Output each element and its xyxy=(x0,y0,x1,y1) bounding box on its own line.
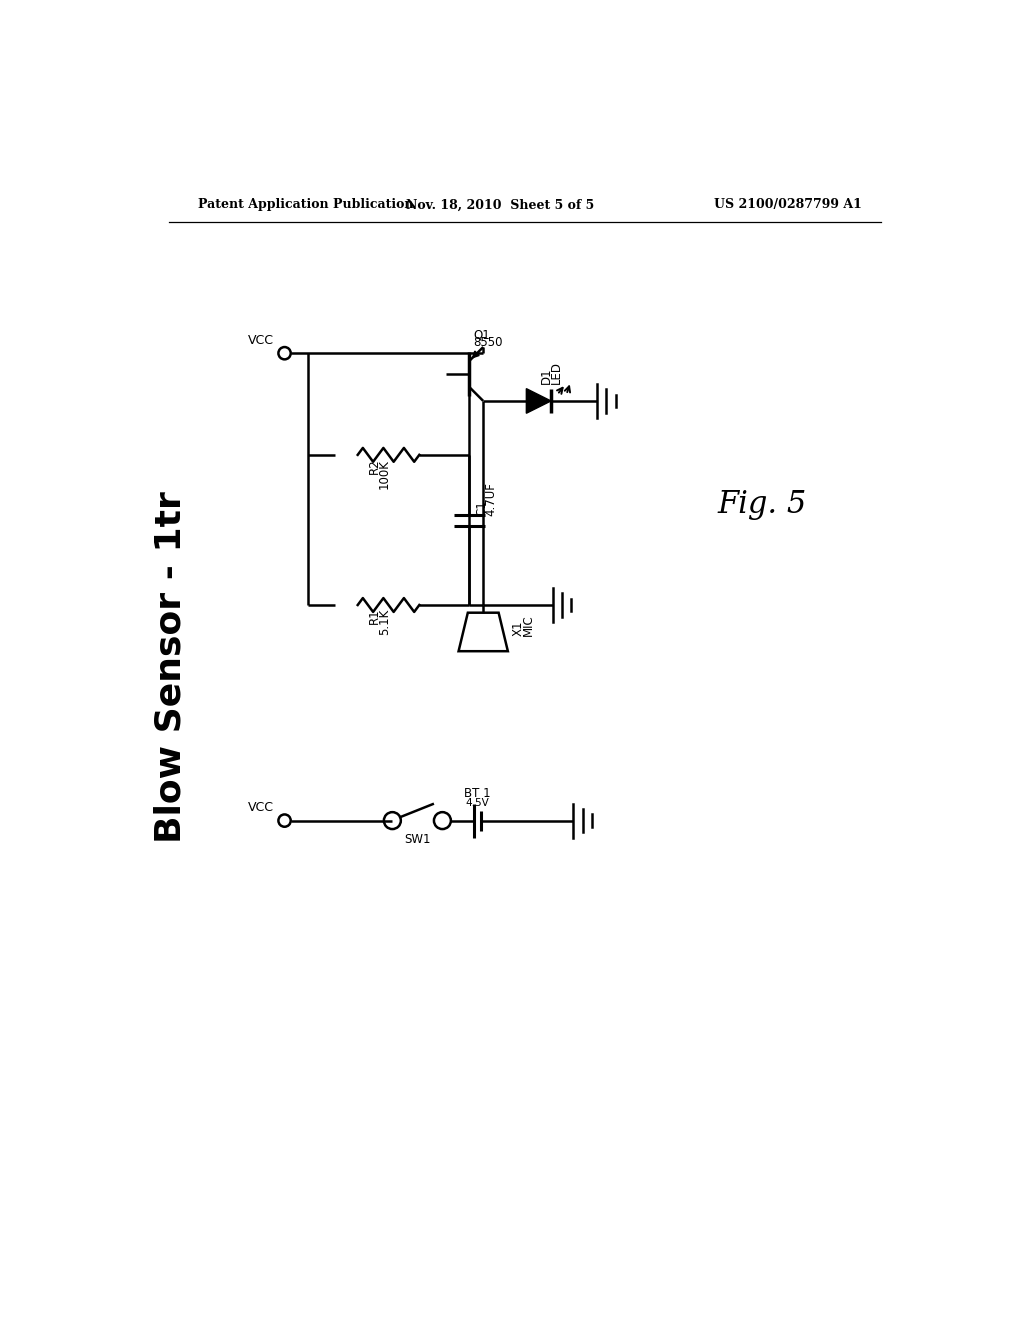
Polygon shape xyxy=(472,351,479,358)
Text: Patent Application Publication: Patent Application Publication xyxy=(199,198,414,211)
Text: VCC: VCC xyxy=(248,334,273,347)
Text: Q1: Q1 xyxy=(473,329,489,342)
Text: 4.7UF: 4.7UF xyxy=(484,483,498,516)
Text: C1: C1 xyxy=(475,500,488,516)
Text: R1: R1 xyxy=(369,609,381,624)
Text: R2: R2 xyxy=(369,459,381,474)
Text: LED: LED xyxy=(550,360,562,384)
Text: 100K: 100K xyxy=(378,459,391,488)
Text: 5.1K: 5.1K xyxy=(378,609,391,635)
Text: 8550: 8550 xyxy=(473,337,503,350)
Text: MIC: MIC xyxy=(521,614,535,636)
Text: VCC: VCC xyxy=(248,801,273,814)
Text: BT 1: BT 1 xyxy=(464,787,490,800)
Text: Blow Sensor - 1tr: Blow Sensor - 1tr xyxy=(154,491,187,842)
Text: D1: D1 xyxy=(541,367,553,384)
Text: X1: X1 xyxy=(512,620,524,636)
Text: SW1: SW1 xyxy=(404,833,431,846)
Text: US 2100/0287799 A1: US 2100/0287799 A1 xyxy=(714,198,862,211)
Text: Fig. 5: Fig. 5 xyxy=(718,490,807,520)
Polygon shape xyxy=(526,388,551,413)
Text: 4.5V: 4.5V xyxy=(466,799,489,808)
Text: Nov. 18, 2010  Sheet 5 of 5: Nov. 18, 2010 Sheet 5 of 5 xyxy=(407,198,594,211)
